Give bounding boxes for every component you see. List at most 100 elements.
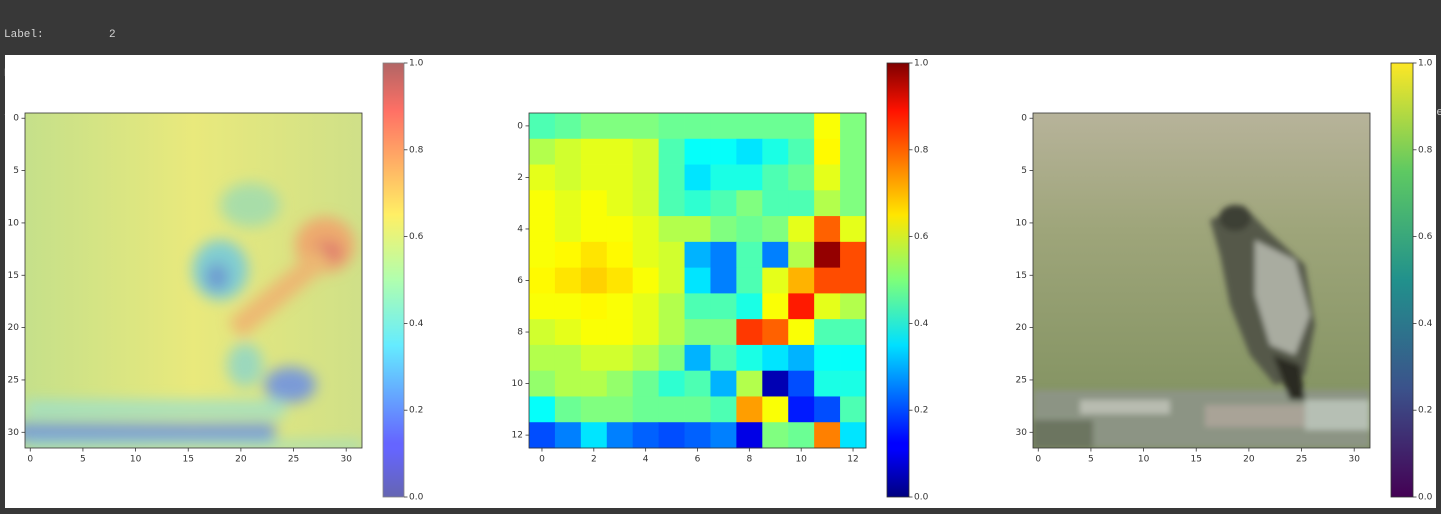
heatmap-cell [814,241,841,269]
heatmap-cell [606,396,634,423]
heatmap-cell [788,344,815,372]
heatmap-cell [710,319,737,346]
y-tick-label: 25 [8,375,19,385]
heatmap-cell [684,241,711,269]
heatmap-cell [658,164,685,191]
heatmap-cell [788,319,815,346]
x-tick-label: 8 [746,455,752,465]
heatmap-cell [840,344,867,372]
heatmap-cell [580,319,608,346]
heatmap-cell [736,344,763,372]
heatmap-cell [840,113,867,140]
y-tick-label: 30 [1016,428,1028,438]
heatmap-cell [606,138,634,165]
heatmap-cell [580,241,608,269]
heatmap-cell [529,267,556,294]
heatmap-cell [684,164,711,191]
x-tick-label: 2 [591,455,597,465]
heatmap-cell [788,216,815,243]
y-tick-label: 0 [517,121,523,131]
heatmap-cell [554,319,582,346]
heatmap-cell [580,293,608,320]
heatmap-cell [580,138,608,165]
x-tick-label: 20 [1243,455,1255,465]
y-tick-label: 0 [13,114,19,124]
heatmap-cell [580,164,608,191]
heatmap-cell [840,293,867,320]
heatmap-cell [529,396,556,423]
heatmap-cell [658,344,685,372]
heatmap-cell [632,422,660,449]
colorbar-tick-label: 0.4 [409,319,424,329]
heatmap-cell [788,293,815,320]
x-tick-label: 6 [695,455,701,465]
heatmap-cell [632,113,660,140]
colorbar [382,62,405,498]
x-tick-label: 25 [288,455,299,465]
heatmap-cell [840,396,867,423]
y-tick-label: 12 [512,431,523,441]
heatmap-cell [529,370,556,397]
heatmap-cell [762,344,789,372]
axes-frame [24,112,363,449]
colorbar-tick-label: 0.8 [409,145,424,155]
heatmap-cell [710,190,737,217]
heatmap-cell [762,370,789,397]
heatmap-cell [580,113,608,140]
heatmap-cell [710,241,737,269]
heatmap-cell [580,422,608,449]
heatmap-cell [580,396,608,423]
colorbar-tick-label: 0.6 [914,232,929,242]
heatmap-cell [554,164,582,191]
heatmap-cell [762,396,789,423]
heatmap-cell [554,216,582,243]
heatmap-cell [529,241,556,269]
heatmap-cell [814,370,841,397]
heatmap-cell [762,241,789,269]
x-tick-label: 15 [183,455,194,465]
x-tick-label: 5 [80,455,86,465]
heatmap-cell [710,216,737,243]
heatmap-cell [814,344,841,372]
heatmap-cell [840,241,867,269]
heatmap-cell [736,422,763,449]
colorbar-tick-label: 0.6 [1418,232,1433,242]
heatmap-cell [606,370,634,397]
heatmap-cell [658,370,685,397]
heatmap-cell [840,138,867,165]
heatmap-cell [710,293,737,320]
heatmap-cell [814,293,841,320]
heatmap-cell [710,113,737,140]
heatmap-cell [736,293,763,320]
heatmap-cell [840,190,867,217]
x-tick-label: 10 [1138,455,1150,465]
heatmap-cell [632,138,660,165]
y-tick-label: 10 [8,218,20,228]
heatmap-cell [529,319,556,346]
x-tick-label: 15 [1191,455,1202,465]
axes-frame [1032,112,1371,449]
heatmap-cell [554,293,582,320]
heatmap-cell [684,138,711,165]
heatmap-cell [554,241,582,269]
heatmap-cell [684,370,711,397]
heatmap-cell [710,344,737,372]
heatmap-cell [736,138,763,165]
heatmap-cell [580,370,608,397]
x-tick-label: 4 [643,455,649,465]
colorbar-tick-label: 0.8 [1418,145,1433,155]
colorbar-tick-label: 1.0 [914,59,929,69]
heatmap-cell [814,267,841,294]
heatmap-cell [554,370,582,397]
colorbar-tick-label: 0.4 [1418,319,1433,329]
heatmap-cell [606,241,634,269]
y-tick-label: 15 [8,271,19,281]
heatmap-cell [788,370,815,397]
heatmap-cell [580,216,608,243]
x-tick-label: 10 [795,455,807,465]
heatmap-cell [762,293,789,320]
heatmap-cell [736,164,763,191]
heatmap-cell [788,113,815,140]
colorbar-tick-label: 1.0 [1418,59,1433,69]
heatmap-cell [606,344,634,372]
